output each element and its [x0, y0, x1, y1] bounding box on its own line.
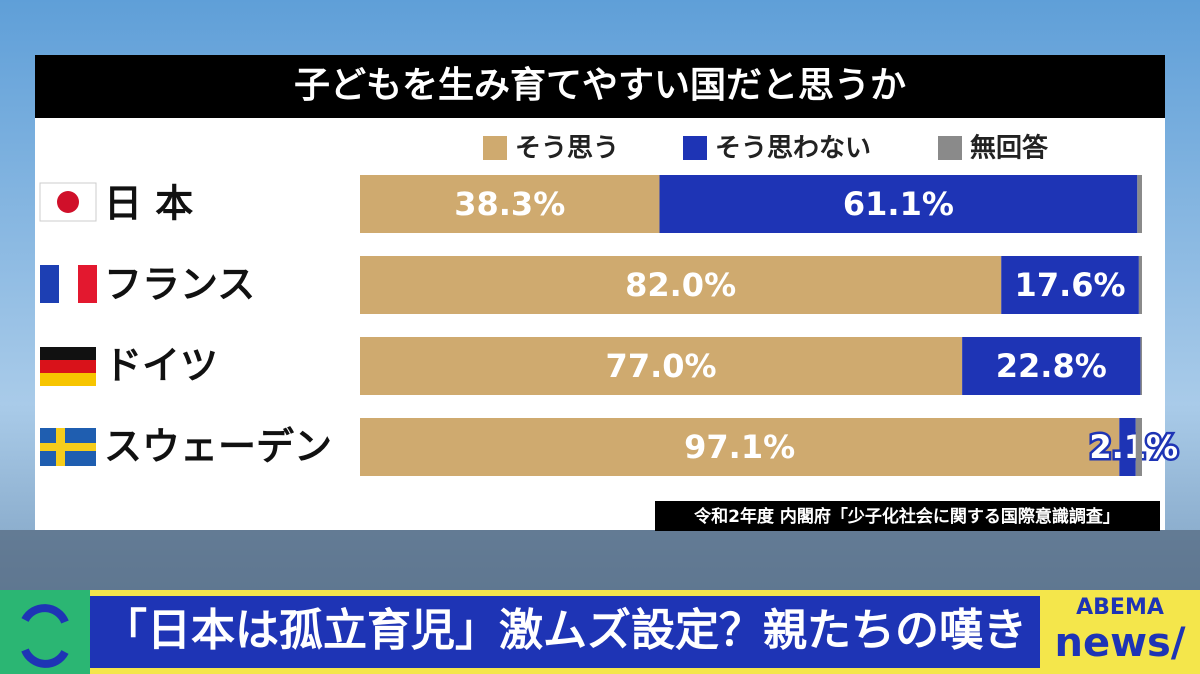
chart-title: 子どもを生み育てやすい国だと思うか — [294, 65, 906, 106]
city — [0, 530, 1200, 590]
category-label: フランス — [104, 263, 255, 307]
legend-label: 無回答 — [970, 133, 1049, 164]
value-label: 61.1% — [843, 185, 954, 223]
category-label: 日 本 — [104, 182, 193, 226]
bar-segment — [360, 418, 1120, 476]
legend-swatch — [938, 136, 962, 160]
banner-text: 「日本は孤立育児」激ムズ設定？親たちの嘆き — [103, 605, 1027, 656]
legend-swatch — [683, 136, 707, 160]
logo-sub: news/ — [1055, 620, 1186, 666]
source-box — [655, 501, 1160, 531]
bar-segment — [1138, 256, 1142, 314]
refresh-icon — [21, 604, 69, 668]
flag-france — [40, 265, 97, 303]
source: 令和2年度 内閣府「少子化社会に関する国際意識調査」 — [694, 506, 1120, 527]
flag-germany — [40, 347, 96, 386]
value-label: 82.0% — [625, 266, 736, 304]
bar-segment — [659, 175, 1138, 233]
bar-segment — [1137, 175, 1142, 233]
category-label: スウェーデン — [104, 425, 332, 469]
value-label: 2.1% — [1089, 428, 1178, 466]
legend-label: そう思う — [515, 134, 619, 164]
bar-segment — [360, 256, 1002, 314]
bar-segment — [1140, 337, 1142, 395]
value-label: 97.1% — [684, 428, 795, 466]
bar-segment — [1001, 256, 1139, 314]
value-label: 77.0% — [606, 347, 717, 385]
flag-japan — [39, 182, 97, 222]
title-bar — [35, 55, 1165, 118]
banner-box — [90, 596, 1040, 668]
bar-segment — [1119, 418, 1136, 476]
bar-segment — [1135, 418, 1142, 476]
logo-brand: ABEMA — [1076, 595, 1164, 620]
flag-sweden — [40, 428, 96, 466]
bar-segment — [360, 175, 660, 233]
category-label: ドイツ — [104, 344, 218, 388]
value-label: 17.6% — [1015, 266, 1126, 304]
value-label: 38.3% — [454, 185, 565, 223]
legend-label: そう思わない — [715, 134, 871, 164]
value-label: 22.8% — [996, 347, 1107, 385]
legend-swatch — [483, 136, 507, 160]
bar-segment — [360, 337, 963, 395]
bar-segment — [962, 337, 1141, 395]
